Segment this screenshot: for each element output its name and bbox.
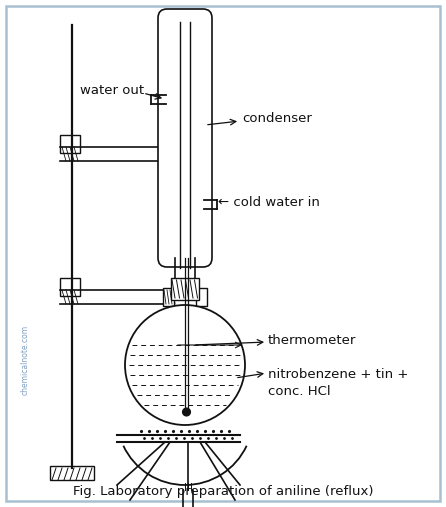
Bar <box>60 278 80 296</box>
Text: water out: water out <box>80 84 144 96</box>
Text: Fig. Laboratory preparation of aniline (reflux): Fig. Laboratory preparation of aniline (… <box>73 486 373 498</box>
Text: condenser: condenser <box>242 112 312 125</box>
Text: thermometer: thermometer <box>268 334 356 346</box>
Bar <box>163 145 174 163</box>
Text: chemicalnote.com: chemicalnote.com <box>21 325 29 395</box>
Bar <box>196 145 207 163</box>
Bar <box>60 135 80 153</box>
Bar <box>196 288 207 306</box>
Text: nitrobenzene + tin +
conc. HCl: nitrobenzene + tin + conc. HCl <box>268 368 409 398</box>
Circle shape <box>125 305 245 425</box>
FancyBboxPatch shape <box>158 9 212 267</box>
Circle shape <box>182 408 190 416</box>
Text: ← cold water in: ← cold water in <box>218 196 320 208</box>
Bar <box>171 278 199 300</box>
Bar <box>163 288 174 306</box>
Bar <box>50 466 94 480</box>
